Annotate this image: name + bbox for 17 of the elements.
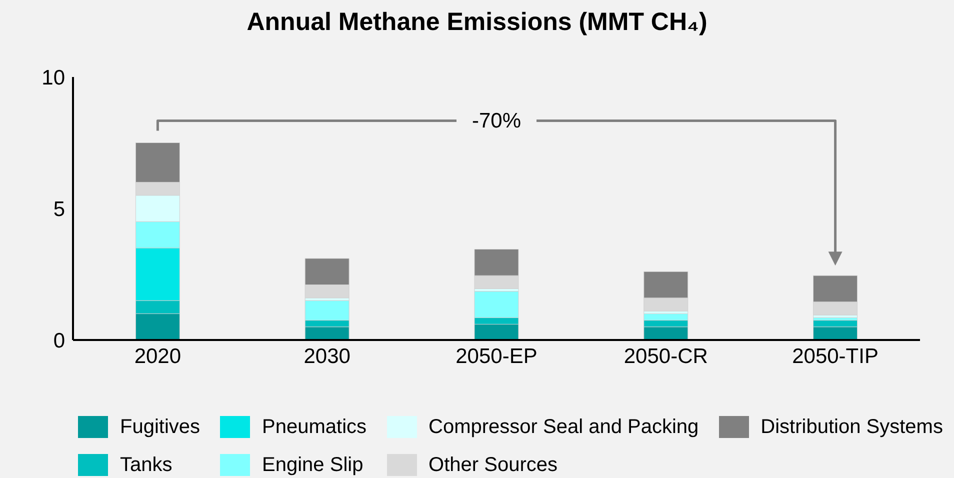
y-tick-label: 0 [53, 329, 65, 352]
x-tick-label: 2050-EP [456, 344, 538, 368]
annotation: -70% [472, 109, 522, 132]
legend-label: Pneumatics [262, 416, 367, 438]
x-tick-label: 2050-CR [624, 344, 708, 368]
legend-label: Other Sources [428, 454, 558, 476]
legend-label: Distribution Systems [760, 416, 943, 438]
x-tick-label: 2030 [304, 344, 350, 368]
legend-label: Fugitives [120, 416, 200, 438]
y-tick-label: 5 [53, 198, 65, 221]
legend-label: Compressor Seal and Packing [428, 416, 699, 438]
legend-label: Engine Slip [262, 454, 364, 476]
x-tick-label: 2020 [134, 344, 182, 368]
y-tick-label: 10 [42, 66, 65, 90]
chart-title: Annual Methane Emissions (MMT CH₄) [246, 8, 708, 37]
legend-label: Tanks [120, 454, 172, 476]
x-tick-label: 2050-TIP [792, 344, 878, 368]
